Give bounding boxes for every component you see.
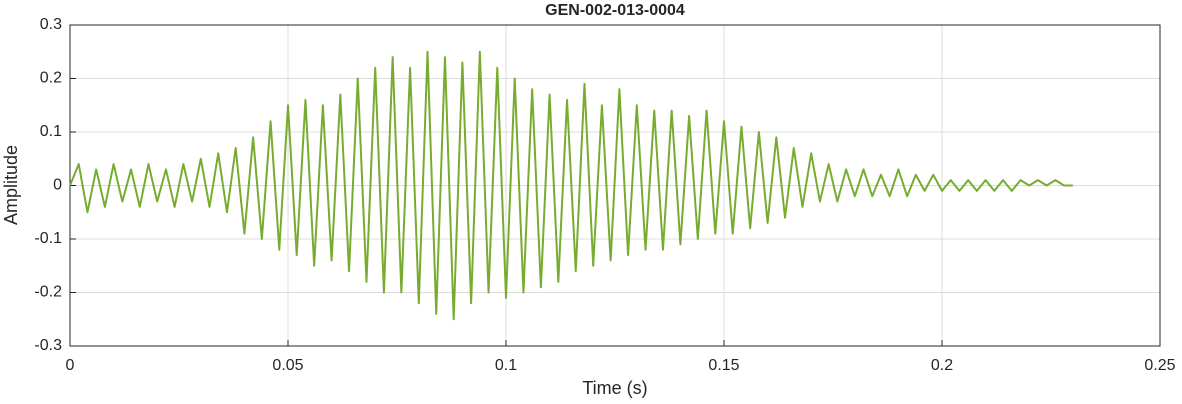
- x-tick-label: 0.25: [1144, 357, 1175, 374]
- x-tick-label: 0.2: [931, 357, 953, 374]
- x-axis-label: Time (s): [582, 378, 647, 398]
- y-tick-label: -0.2: [34, 284, 62, 301]
- y-tick-label: 0: [53, 177, 62, 194]
- chart-title: GEN-002-013-0004: [545, 2, 685, 19]
- x-tick-label: 0.15: [708, 357, 739, 374]
- x-tick-label: 0.1: [495, 357, 517, 374]
- y-tick-label: 0.3: [40, 16, 62, 33]
- signal-line: [69, 50, 1073, 321]
- y-tick-label: -0.1: [34, 230, 62, 247]
- y-axis-label: Amplitude: [1, 145, 21, 225]
- y-tick-label: 0.2: [40, 70, 62, 87]
- y-tick-label: -0.3: [34, 337, 62, 354]
- x-tick-label: 0: [66, 357, 75, 374]
- x-tick-label: 0.05: [272, 357, 303, 374]
- y-tick-label: 0.1: [40, 123, 62, 140]
